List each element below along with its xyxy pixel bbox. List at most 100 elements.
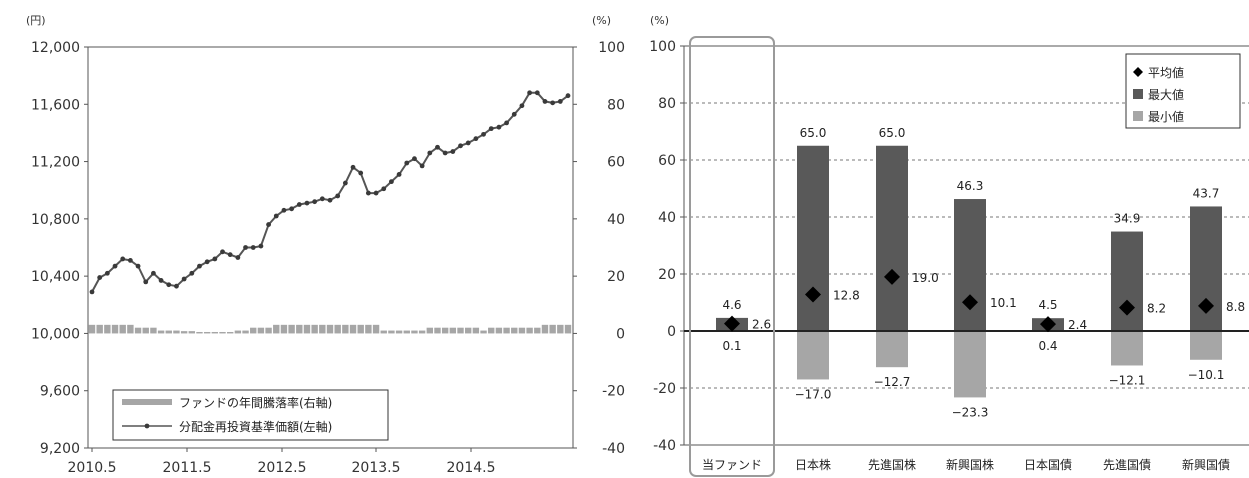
return-bar (395, 330, 403, 334)
nav-point (519, 103, 525, 109)
plot-frame (87, 46, 574, 449)
left-unit-label: (円) (26, 14, 46, 27)
min-bar (797, 331, 829, 380)
return-bar (488, 327, 495, 334)
x-tick-label: 2014.5 (447, 460, 496, 476)
nav-point (273, 213, 279, 219)
max-label: 34.9 (1114, 212, 1141, 226)
return-bar (357, 324, 364, 334)
y-tick-label: 100 (649, 39, 676, 55)
return-bar (557, 324, 564, 334)
x-tick-label: 2011.5 (163, 460, 212, 476)
nav-point (174, 283, 179, 289)
avg-label: 2.6 (752, 318, 771, 332)
nav-point (542, 99, 548, 104)
nav-point (550, 100, 556, 106)
min-label: −12.1 (1109, 373, 1146, 387)
right-tick-label: 20 (607, 269, 625, 285)
legend-line-marker (144, 423, 150, 429)
nav-point (143, 279, 149, 285)
legend-max-label: 最大値 (1148, 87, 1184, 102)
category-label: 日本国債 (1024, 457, 1072, 472)
nav-point (389, 179, 394, 185)
return-bar (349, 324, 357, 334)
return-bar (526, 327, 533, 334)
y-tick-label: 0 (667, 324, 676, 340)
right-tick-label: 100 (598, 40, 625, 56)
return-bar (203, 331, 211, 334)
return-bar (541, 324, 549, 334)
nav-point (565, 93, 571, 99)
nav-point (435, 144, 440, 150)
legend-avg-swatch (1133, 67, 1143, 77)
return-bar (88, 324, 96, 334)
nav-point (235, 255, 241, 260)
nav-point (473, 136, 479, 142)
min-label: −10.1 (1188, 368, 1225, 382)
legend-avg-label: 平均値 (1148, 65, 1184, 80)
nav-point (127, 257, 133, 263)
nav-point (465, 140, 471, 146)
return-bar (441, 327, 449, 334)
left-tick-label: 10,800 (31, 212, 80, 228)
min-label: 0.1 (722, 339, 741, 353)
return-bar (380, 330, 387, 334)
nav-point (197, 263, 202, 269)
y-tick-label: 80 (658, 96, 676, 112)
nav-point (527, 90, 533, 96)
return-bar (180, 331, 188, 334)
return-bar (234, 330, 242, 334)
return-bar (564, 324, 572, 334)
range-bar-chart: (%) -40 -20 0 20 40 60 80 100 2.6 12.8 19.0 10.1 2.4 8… (649, 14, 1249, 477)
return-bar (426, 327, 434, 334)
return-bar (173, 330, 180, 334)
x-tick-label: 2010.5 (68, 460, 117, 476)
avg-label: 19.0 (912, 271, 939, 285)
legend-line-label: 分配金再投資基準価額(左軸) (179, 419, 332, 434)
return-bar (196, 331, 203, 334)
return-bar (534, 327, 541, 334)
max-label: 65.0 (879, 126, 906, 140)
right-tick-label: 0 (616, 326, 625, 342)
category-label: 新興国債 (1182, 457, 1230, 472)
nav-point (181, 276, 187, 282)
legend-bar-label: ファンドの年間騰落率(右軸) (179, 395, 332, 410)
min-label: −23.3 (952, 405, 989, 419)
x-tick-label: 2012.5 (258, 460, 307, 476)
return-bar (127, 324, 134, 334)
y-tick-label: 20 (658, 267, 676, 283)
return-bar (434, 327, 441, 334)
left-tick-label: 11,200 (31, 155, 80, 171)
return-bar (411, 330, 418, 334)
return-bar (142, 327, 149, 334)
min-bar (954, 331, 986, 398)
nav-point (204, 259, 210, 265)
y-tick-label: -40 (653, 438, 676, 454)
min-bar (1111, 331, 1143, 366)
highlight-box (689, 36, 775, 477)
return-bar (250, 327, 257, 334)
avg-marker (962, 294, 978, 311)
legend-box (1125, 53, 1241, 129)
nav-point (481, 131, 486, 137)
avg-marker (724, 315, 740, 332)
return-bar (495, 327, 503, 334)
return-bar (257, 327, 265, 334)
left-tick-label: 10,400 (31, 269, 80, 285)
return-bar (503, 327, 510, 334)
min-bar (876, 331, 908, 368)
return-bar (188, 331, 196, 334)
legend-box (112, 389, 389, 441)
return-bar (303, 324, 311, 334)
return-bar (388, 330, 395, 334)
nav-point (227, 252, 233, 258)
return-bar (372, 324, 380, 334)
nav-point (220, 249, 225, 255)
return-bar (549, 324, 556, 334)
nav-point (534, 90, 540, 96)
nav-point (281, 207, 287, 213)
category-label: 新興国株 (946, 457, 994, 472)
right-tick-label: -40 (602, 441, 625, 457)
nav-point (258, 243, 264, 249)
